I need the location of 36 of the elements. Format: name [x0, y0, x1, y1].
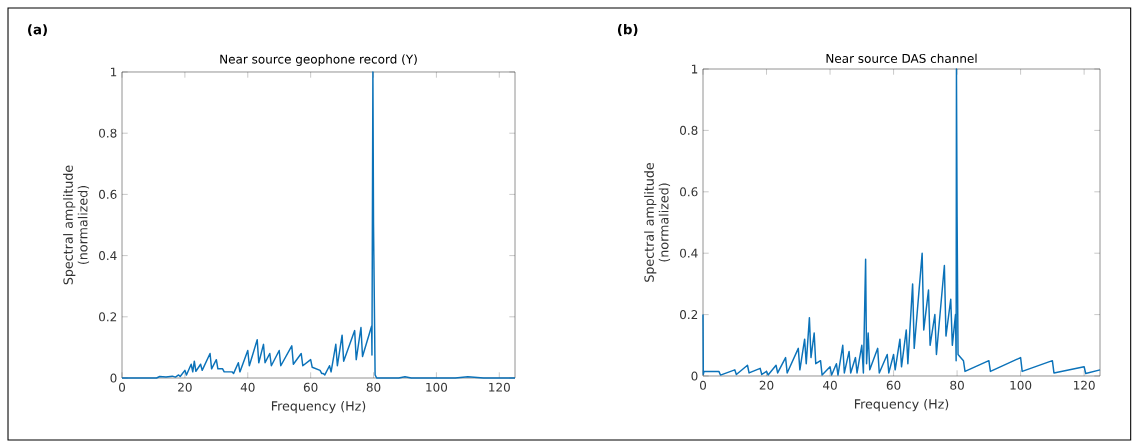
- x-tick-label: 80: [950, 380, 964, 390]
- y-tick-label: 0.2: [99, 312, 117, 322]
- x-axis-title: Frequency (Hz): [271, 400, 366, 414]
- x-tick-label: 20: [759, 380, 774, 390]
- x-axis-title: Frequency (Hz): [854, 398, 949, 412]
- y-tick-label: 0.6: [99, 189, 117, 199]
- y-tick-label: 0.8: [99, 128, 117, 138]
- x-tick-label: 100: [1010, 380, 1032, 390]
- line-series: [702, 68, 1101, 376]
- x-tick-label: 80: [366, 382, 381, 392]
- x-tick-label: 20: [178, 382, 192, 392]
- y-tick-label: 0.2: [680, 310, 698, 320]
- chart-title: Near source geophone record (Y): [220, 54, 417, 66]
- x-tick-label: 40: [240, 382, 255, 392]
- y-tick-label: 0.8: [680, 125, 698, 135]
- y-tick-label: 0.6: [680, 187, 698, 197]
- x-tick-label: 0: [118, 382, 126, 392]
- y-axis-title: Spectral amplitude (normalized): [644, 162, 671, 282]
- x-tick-label: 60: [303, 382, 318, 392]
- y-tick-label: 0.4: [680, 248, 698, 258]
- line-series: [121, 71, 516, 379]
- text: (b): [617, 24, 638, 36]
- y-tick-label: 0: [110, 373, 117, 383]
- y-tick-label: 0.4: [99, 251, 117, 261]
- x-tick-label: 0: [699, 380, 707, 390]
- y-axis-title: Spectral amplitude (normalized): [63, 165, 90, 285]
- x-tick-label: 120: [1073, 380, 1095, 390]
- x-tick-label: 40: [823, 380, 837, 390]
- chart-title: Near source DAS channel: [826, 53, 977, 63]
- y-tick-label: 0: [691, 371, 698, 381]
- y-tick-label: 1: [691, 64, 698, 74]
- x-tick-label: 120: [489, 382, 510, 392]
- text: (a): [28, 24, 47, 37]
- x-tick-label: 100: [426, 382, 448, 392]
- x-tick-label: 60: [886, 380, 901, 390]
- y-tick-label: 1: [110, 67, 117, 77]
